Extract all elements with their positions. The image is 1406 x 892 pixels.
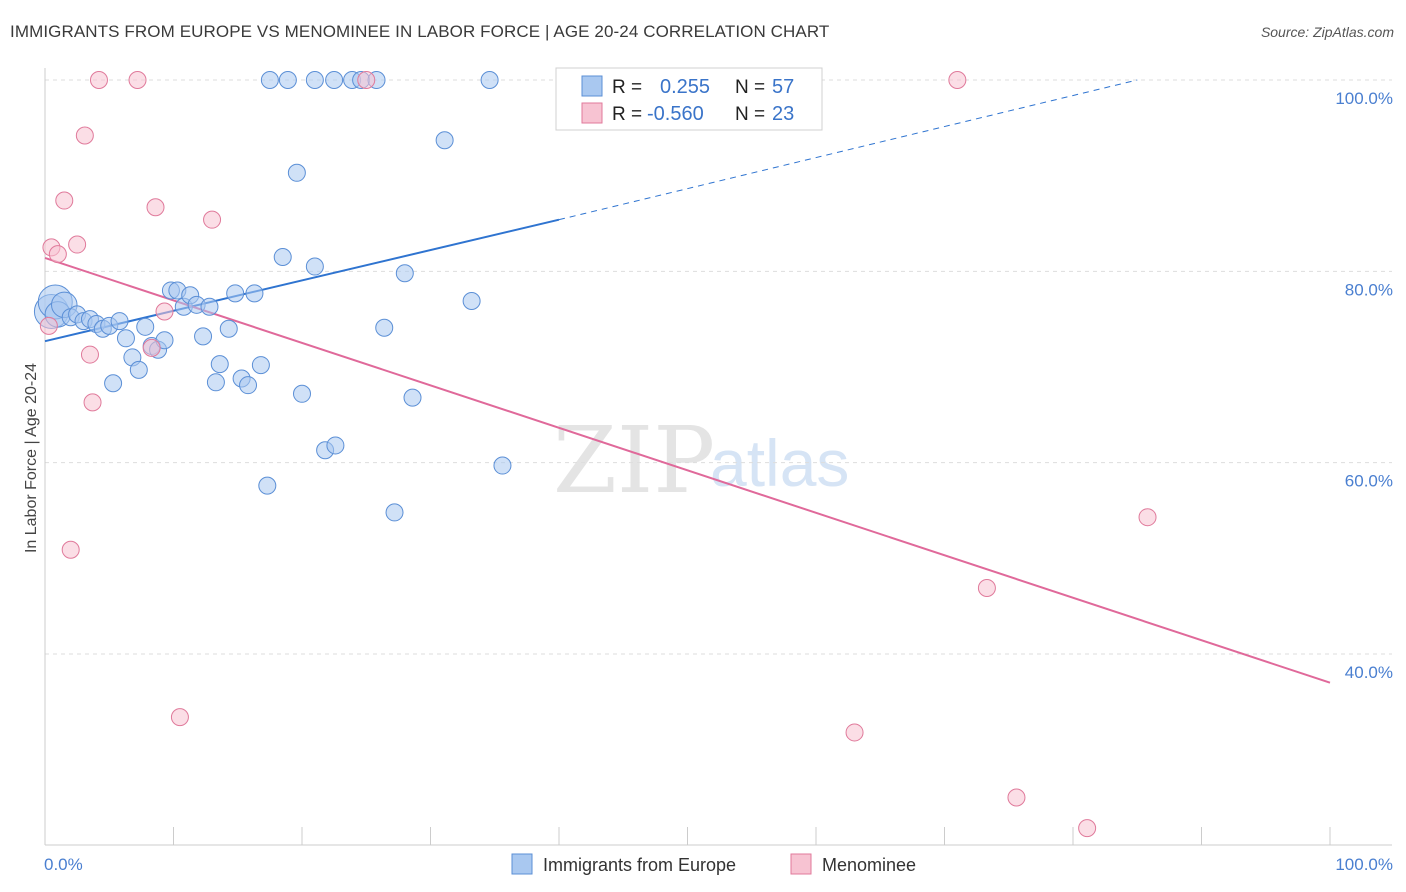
y-tick-labels: 40.0% 60.0% 80.0% 100.0% xyxy=(1335,89,1393,682)
point-blue-34 xyxy=(251,356,270,375)
data-points xyxy=(33,71,1157,838)
point-blue-16 xyxy=(136,317,155,336)
trend-lines xyxy=(44,79,1331,684)
point-pink-3 xyxy=(55,191,74,210)
trend-line-blue xyxy=(44,218,560,343)
x-tick-max: 100.0% xyxy=(1335,855,1393,874)
point-blue-27 xyxy=(206,373,225,392)
point-pink-17 xyxy=(845,723,864,742)
legend-n-value-blue: 57 xyxy=(772,76,794,98)
point-pink-8 xyxy=(83,393,102,412)
point-blue-26 xyxy=(200,297,219,316)
point-blue-42 xyxy=(375,318,394,337)
y-tick-label-80: 80.0% xyxy=(1345,280,1393,299)
y-tick-label-100: 100.0% xyxy=(1335,89,1393,108)
legend-r-value-pink: -0.560 xyxy=(647,103,704,125)
x-tick-min: 0.0% xyxy=(44,855,83,874)
point-pink-18 xyxy=(948,71,967,89)
point-pink-10 xyxy=(128,71,147,89)
grid-lines xyxy=(45,79,1392,655)
point-pink-9 xyxy=(89,71,108,89)
legend-r-label-pink: R = xyxy=(612,104,642,125)
point-blue-29 xyxy=(219,319,238,338)
bottom-legend-label-blue: Immigrants from Europe xyxy=(543,855,736,875)
point-blue-47 xyxy=(462,291,481,310)
series-legend: Immigrants from Europe Menominee xyxy=(511,853,916,875)
point-pink-4 xyxy=(61,540,80,559)
correlation-legend: R = 0.255 N = 57 R = -0.560 N = 23 xyxy=(555,67,823,131)
point-pink-7 xyxy=(80,345,99,364)
point-blue-46 xyxy=(435,131,454,150)
point-blue-12 xyxy=(116,329,135,348)
trend-line-pink xyxy=(44,256,1331,684)
legend-n-label-pink: N = xyxy=(735,104,765,125)
point-blue-25 xyxy=(194,327,213,346)
point-pink-13 xyxy=(155,302,174,321)
point-blue-33 xyxy=(245,284,264,303)
legend-swatch-blue xyxy=(581,75,603,97)
point-pink-11 xyxy=(142,338,161,357)
point-blue-44 xyxy=(395,264,414,283)
point-pink-6 xyxy=(75,126,94,145)
watermark-atlas: atlas xyxy=(710,426,849,500)
point-blue-36 xyxy=(273,247,292,266)
y-tick-label-60: 60.0% xyxy=(1345,472,1393,491)
point-blue-56 xyxy=(480,71,499,89)
point-blue-35 xyxy=(258,476,277,495)
chart-title: IMMIGRANTS FROM EUROPE VS MENOMINEE IN L… xyxy=(10,22,830,41)
point-blue-38 xyxy=(293,384,311,403)
point-pink-22 xyxy=(1138,508,1157,527)
watermark-zip: ZIP xyxy=(553,407,715,514)
bottom-legend-swatch-pink xyxy=(790,853,812,875)
bottom-legend-label-pink: Menominee xyxy=(822,855,916,875)
y-axis-label: In Labor Force | Age 20-24 xyxy=(23,363,40,553)
point-pink-21 xyxy=(1078,819,1097,838)
point-pink-19 xyxy=(977,578,996,597)
legend-r-label-blue: R = xyxy=(612,77,642,98)
point-pink-16 xyxy=(357,71,376,89)
source-credit: Source: ZipAtlas.com xyxy=(1260,24,1394,40)
legend-r-value-blue: 0.255 xyxy=(660,76,710,98)
point-pink-5 xyxy=(68,235,87,254)
point-blue-30 xyxy=(226,284,245,303)
point-blue-43 xyxy=(385,503,404,522)
y-tick-label-40: 40.0% xyxy=(1345,663,1393,682)
point-blue-11 xyxy=(110,312,129,331)
legend-swatch-pink xyxy=(581,102,603,124)
point-pink-20 xyxy=(1007,788,1026,807)
point-blue-39 xyxy=(305,257,324,276)
point-blue-32 xyxy=(239,376,258,395)
point-blue-28 xyxy=(210,355,229,374)
point-blue-15 xyxy=(104,374,123,393)
point-blue-45 xyxy=(403,388,422,407)
legend-n-value-pink: 23 xyxy=(772,103,794,125)
point-pink-0 xyxy=(39,316,58,335)
point-blue-52 xyxy=(325,71,344,89)
point-blue-51 xyxy=(305,71,324,89)
point-blue-37 xyxy=(287,163,306,182)
bottom-legend-swatch-blue xyxy=(511,853,533,875)
trend-line-extension-blue xyxy=(558,79,1138,221)
point-blue-49 xyxy=(260,71,279,89)
point-blue-50 xyxy=(278,71,297,89)
point-pink-15 xyxy=(203,210,222,229)
point-blue-48 xyxy=(493,456,512,475)
legend-n-label-blue: N = xyxy=(735,77,765,98)
point-pink-14 xyxy=(170,708,189,727)
point-blue-41 xyxy=(326,436,345,455)
point-pink-12 xyxy=(146,198,165,217)
point-blue-14 xyxy=(129,360,148,379)
axes xyxy=(44,68,1392,846)
point-pink-2 xyxy=(48,245,67,264)
